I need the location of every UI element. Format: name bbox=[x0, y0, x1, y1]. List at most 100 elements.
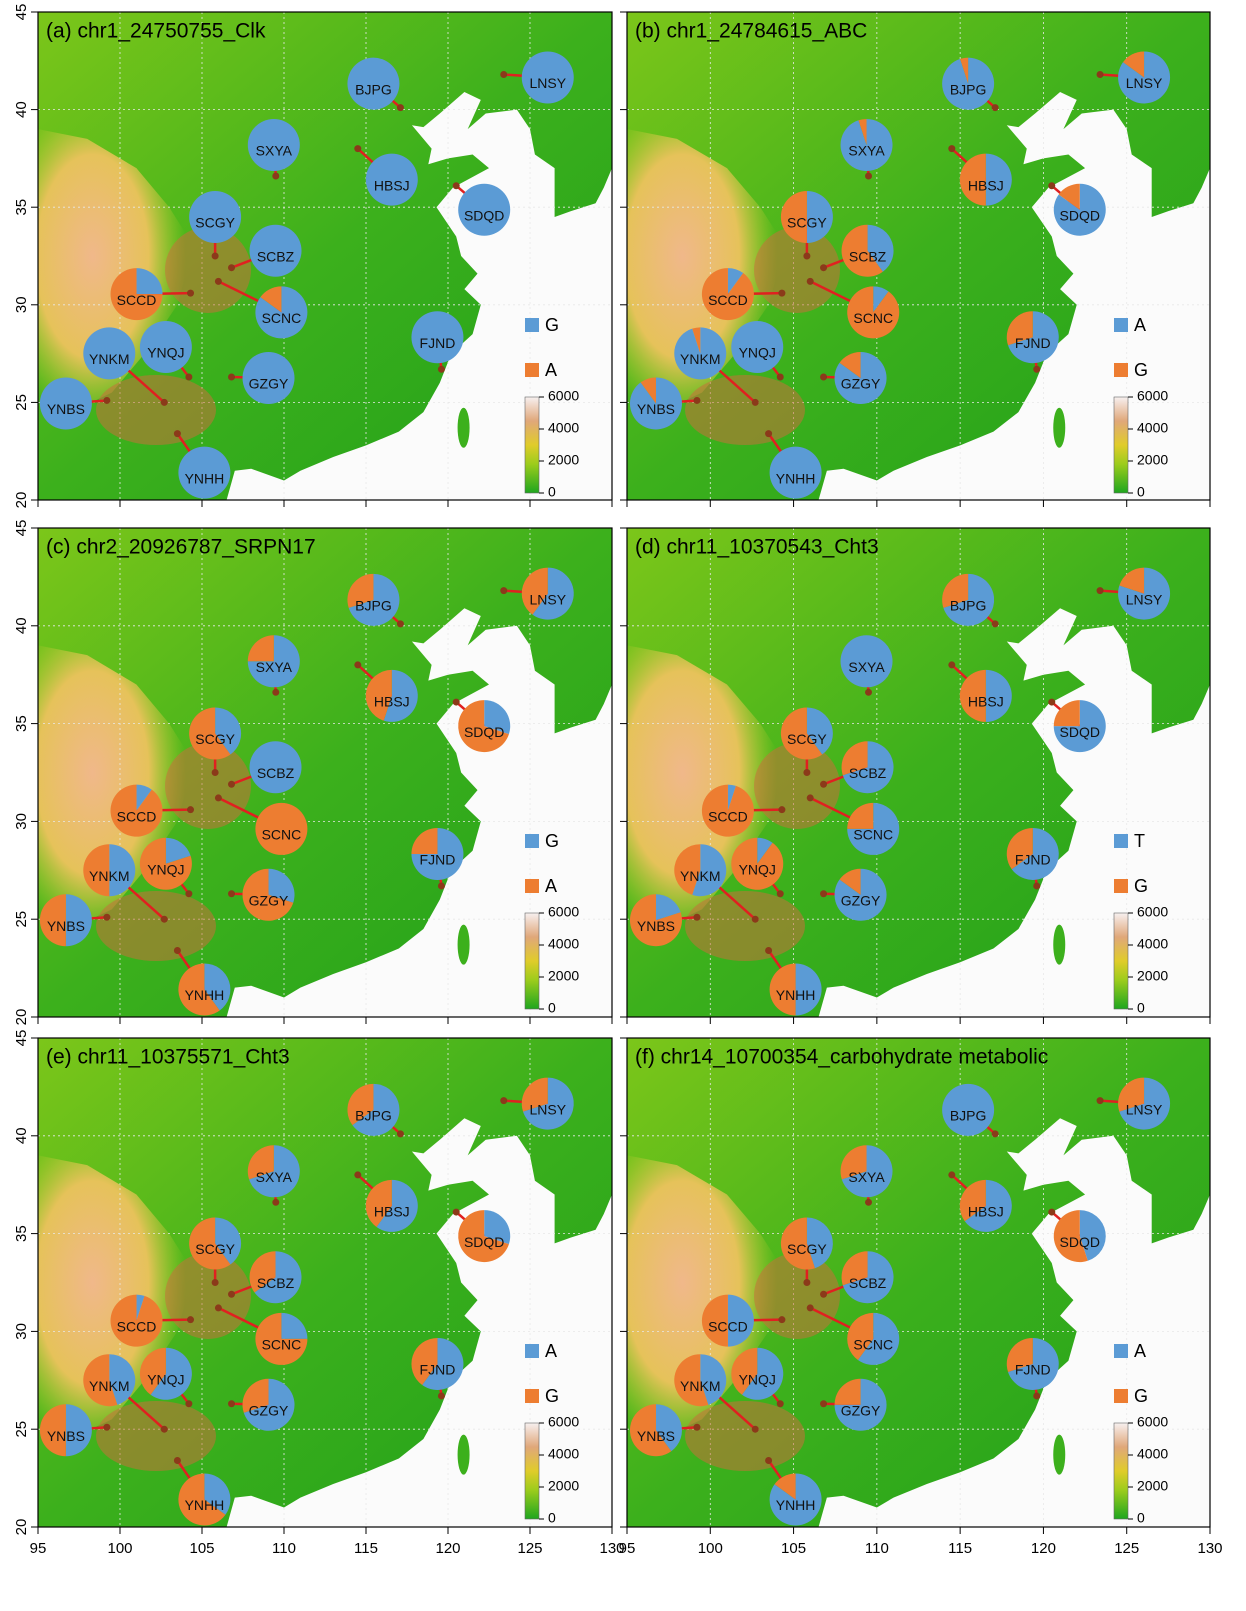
y-tick-label: 30 bbox=[13, 813, 30, 830]
site-label: YNHH bbox=[185, 470, 225, 486]
site-label: SXYA bbox=[256, 1169, 293, 1185]
site-dot bbox=[752, 916, 759, 923]
x-tick-label: 125 bbox=[517, 1540, 542, 1557]
site-label: FJND bbox=[420, 852, 456, 868]
legend-label: T bbox=[1134, 831, 1145, 851]
site-dot bbox=[777, 890, 784, 897]
taiwan bbox=[458, 925, 470, 965]
y-tick-label: 35 bbox=[13, 199, 30, 216]
site-dot bbox=[103, 914, 110, 921]
site-dot bbox=[228, 264, 235, 271]
x-tick-label: 115 bbox=[948, 1540, 972, 1557]
site-dot bbox=[765, 947, 772, 954]
site-label: SCCD bbox=[708, 1318, 748, 1334]
site-dot bbox=[1048, 182, 1055, 189]
site-label: LNSY bbox=[1126, 75, 1163, 91]
legend-swatch bbox=[1114, 1389, 1128, 1403]
site-dot bbox=[1033, 1392, 1040, 1399]
site-label: GZGY bbox=[249, 1402, 289, 1418]
site-label: SCBZ bbox=[257, 1275, 295, 1291]
legend-label: G bbox=[545, 1386, 559, 1406]
site-label: GZGY bbox=[841, 892, 881, 908]
legend-swatch bbox=[525, 879, 539, 893]
site-label: HBSJ bbox=[968, 694, 1004, 710]
site-dot bbox=[865, 172, 872, 179]
panel-title: (e) chr11_10375571_Cht3 bbox=[46, 1046, 290, 1069]
site-dot bbox=[354, 661, 361, 668]
site-label: YNBS bbox=[637, 1428, 675, 1444]
x-tick-label: 105 bbox=[189, 1540, 214, 1557]
site-dot bbox=[765, 430, 772, 437]
x-tick-label: 125 bbox=[1114, 1540, 1139, 1557]
x-tick-label: 95 bbox=[619, 1540, 636, 1557]
legend-label: G bbox=[1134, 1386, 1148, 1406]
colorbar-label: 6000 bbox=[548, 904, 579, 920]
legend-label: G bbox=[545, 315, 559, 335]
site-label: FJND bbox=[420, 1362, 456, 1378]
colorbar bbox=[1114, 913, 1128, 1009]
site-label: YNBS bbox=[47, 1428, 85, 1444]
y-tick-label: 40 bbox=[13, 1127, 30, 1144]
site-label: YNQJ bbox=[147, 861, 184, 877]
site-dot bbox=[778, 1316, 785, 1323]
colorbar-label: 0 bbox=[1137, 484, 1145, 500]
y-tick-label: 20 bbox=[13, 1519, 30, 1536]
panel-title: (a) chr1_24750755_Clk bbox=[46, 20, 266, 43]
site-dot bbox=[752, 1426, 759, 1433]
site-dot bbox=[212, 769, 219, 776]
y-tick-label: 25 bbox=[13, 1421, 30, 1438]
y-tick-label: 35 bbox=[13, 1225, 30, 1242]
site-dot bbox=[500, 1097, 507, 1104]
site-dot bbox=[820, 890, 827, 897]
site-dot bbox=[187, 806, 194, 813]
site-dot bbox=[187, 1316, 194, 1323]
region bbox=[685, 375, 805, 445]
site-dot bbox=[807, 1304, 814, 1311]
legend-label: A bbox=[1134, 315, 1146, 335]
x-tick-label: 130 bbox=[1197, 1540, 1222, 1557]
site-dot bbox=[453, 182, 460, 189]
site-dot bbox=[438, 882, 445, 889]
x-tick-label: 95 bbox=[30, 1540, 47, 1557]
site-label: SDQD bbox=[1060, 1234, 1100, 1250]
site-dot bbox=[820, 781, 827, 788]
site-dot bbox=[272, 1199, 279, 1206]
site-dot bbox=[438, 1392, 445, 1399]
site-label: SCCD bbox=[708, 292, 748, 308]
site-label: SCGY bbox=[195, 731, 235, 747]
x-tick-label: 105 bbox=[781, 1540, 806, 1557]
site-label: FJND bbox=[1015, 335, 1051, 351]
site-label: GZGY bbox=[841, 376, 881, 392]
site-label: SCBZ bbox=[849, 1275, 887, 1291]
y-tick-label: 35 bbox=[13, 715, 30, 732]
site-dot bbox=[820, 374, 827, 381]
site-label: YNBS bbox=[637, 401, 675, 417]
site-label: SDQD bbox=[464, 1234, 504, 1250]
site-label: SCCD bbox=[117, 808, 157, 824]
site-label: SCGY bbox=[787, 215, 827, 231]
site-dot bbox=[103, 1424, 110, 1431]
colorbar bbox=[1114, 397, 1128, 493]
taiwan bbox=[458, 408, 470, 448]
legend-swatch bbox=[1114, 879, 1128, 893]
site-dot bbox=[1033, 366, 1040, 373]
site-dot bbox=[778, 806, 785, 813]
site-dot bbox=[820, 1291, 827, 1298]
legend-swatch bbox=[525, 318, 539, 332]
site-label: YNBS bbox=[47, 401, 85, 417]
site-dot bbox=[228, 890, 235, 897]
y-tick-label: 45 bbox=[13, 1030, 30, 1047]
site-dot bbox=[948, 661, 955, 668]
site-label: SCCD bbox=[117, 1318, 157, 1334]
x-tick-label: 110 bbox=[865, 1540, 889, 1557]
panel-title: (f) chr14_10700354_carbohydrate metaboli… bbox=[635, 1046, 1048, 1069]
site-dot bbox=[453, 1209, 460, 1216]
site-dot bbox=[215, 278, 222, 285]
site-dot bbox=[438, 366, 445, 373]
site-dot bbox=[1097, 587, 1104, 594]
x-tick-label: 110 bbox=[272, 1540, 296, 1557]
site-dot bbox=[765, 1457, 772, 1464]
site-label: HBSJ bbox=[374, 1204, 410, 1220]
site-label: YNBS bbox=[47, 918, 85, 934]
site-label: YNBS bbox=[637, 918, 675, 934]
